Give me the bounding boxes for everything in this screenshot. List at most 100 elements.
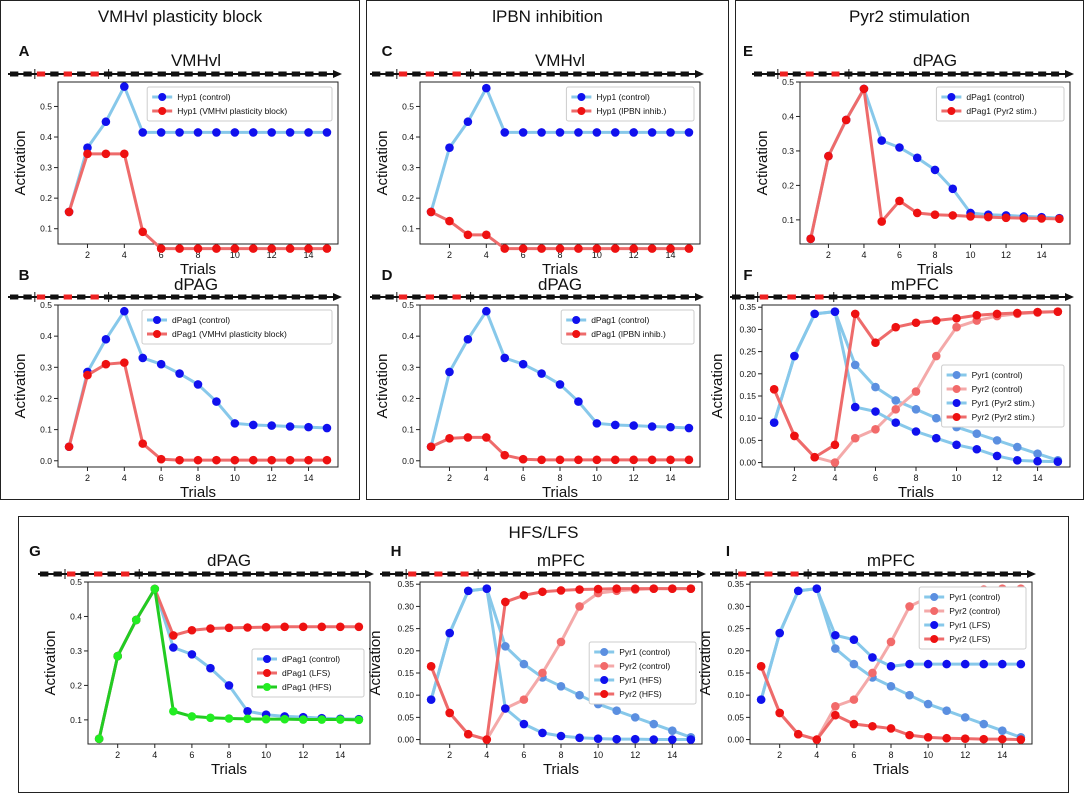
y-tick-label: 0.2 [782, 180, 794, 190]
data-point [775, 708, 784, 718]
legend-swatch-marker [952, 413, 961, 421]
data-point [911, 427, 921, 436]
timeline-segment [586, 71, 595, 77]
timeline-segment [130, 71, 140, 77]
data-point [556, 731, 566, 741]
panel-letter: D [382, 267, 393, 284]
data-point [555, 380, 565, 389]
y-tick-label: 0.1 [70, 715, 82, 725]
data-point [537, 244, 546, 253]
data-point [555, 244, 565, 253]
panel-letter: B [19, 267, 30, 284]
timeline-segment [630, 571, 639, 577]
x-tick-label: 2 [777, 750, 782, 760]
legend: Hyp1 (control) Hyp1 (lPBN inhib.) [565, 86, 695, 122]
panel-a: A VMHvl 0.1 0.2 0.3 0.4 0.5 2 4 6 8 10 12 14 Trials Act… [8, 43, 342, 278]
x-axis-label: Trials [543, 761, 579, 778]
data-point [610, 455, 620, 465]
series-hyp1-vmhvl-plasticity-block- [64, 149, 332, 253]
data-point [574, 128, 583, 137]
timeline-segment [986, 571, 995, 577]
panel-letter: I [726, 543, 730, 560]
x-tick-label: 8 [195, 473, 200, 483]
timeline-segment [439, 71, 448, 77]
x-tick-label: 12 [992, 473, 1002, 483]
timeline-cs-us-segment [94, 571, 103, 577]
timeline-segment [667, 71, 676, 77]
x-tick-label: 2 [447, 750, 452, 760]
data-point [175, 244, 184, 253]
timeline-cs-us-segment [90, 71, 99, 77]
x-tick-label: 6 [521, 250, 526, 260]
data-point [972, 444, 982, 454]
data-point [998, 734, 1007, 744]
timeline-arrowhead [1027, 570, 1036, 578]
chart-title: VMHvl [171, 51, 221, 70]
data-point [592, 455, 602, 465]
timeline-segment [148, 571, 157, 577]
data-point [891, 418, 901, 427]
y-tick-label: 0.4 [402, 132, 414, 142]
timeline-segment [479, 71, 488, 77]
x-tick-label: 6 [189, 750, 194, 760]
timeline-segment [40, 571, 49, 577]
data-point [931, 433, 941, 443]
x-tick-label: 14 [304, 473, 314, 483]
data-point [647, 128, 657, 137]
data-point [445, 367, 454, 377]
timeline-segment [103, 71, 113, 77]
data-point [243, 623, 252, 632]
data-point [175, 369, 184, 378]
data-point [138, 227, 148, 237]
x-tick-label: 4 [122, 473, 127, 483]
x-tick-label: 8 [913, 473, 918, 483]
timeline-segment [934, 571, 943, 577]
y-tick-label: 0.35 [397, 579, 414, 589]
timeline-segment [745, 294, 755, 300]
y-tick-label: 0.4 [40, 132, 52, 142]
data-point [445, 628, 454, 638]
timeline-segment [857, 71, 866, 77]
data-point [230, 419, 240, 428]
legend-swatch-marker [952, 399, 961, 407]
data-point [175, 128, 184, 137]
timeline-arrowhead [1065, 293, 1074, 301]
legend-swatch-marker [263, 669, 271, 677]
series-pyr1-lfs- [756, 584, 1026, 704]
y-axis-label: Activation [367, 630, 384, 695]
legend-label: dPag1 (Pyr2 stim.) [966, 106, 1037, 116]
x-tick-label: 8 [888, 750, 893, 760]
legend-label: Pyr2 (Pyr2 stim.) [972, 412, 1035, 422]
timeline-segment [77, 71, 86, 77]
data-point [972, 429, 982, 439]
data-point [630, 713, 640, 722]
x-tick-label: 8 [557, 250, 562, 260]
data-point [101, 117, 111, 127]
timeline-segment [947, 71, 956, 77]
timeline-segment [382, 571, 391, 577]
data-point [317, 715, 327, 724]
chart-title: dPAG [207, 551, 251, 570]
data-point [538, 728, 547, 738]
timeline-segment [999, 71, 1008, 77]
x-tick-label: 4 [814, 750, 819, 760]
y-tick-label: 0.20 [727, 646, 744, 656]
timeline-cs-us-segment [452, 294, 461, 300]
x-tick-label: 2 [447, 250, 452, 260]
data-point [812, 735, 822, 744]
data-point [501, 704, 510, 713]
y-tick-label: 0.00 [739, 458, 756, 468]
legend-label: dPag1 (HFS) [282, 682, 332, 692]
x-tick-label: 8 [932, 250, 937, 260]
data-point [519, 695, 529, 704]
data-point [426, 442, 436, 452]
data-point [518, 244, 528, 253]
data-point [156, 359, 166, 369]
legend-box [935, 86, 1065, 122]
timeline-segment [870, 294, 879, 300]
data-point [931, 316, 941, 325]
legend: Pyr1 (control) Pyr2 (control) Pyr1 (HFS) Py… [588, 641, 697, 705]
data-point [931, 351, 941, 361]
timeline-arrowhead [1065, 70, 1074, 78]
